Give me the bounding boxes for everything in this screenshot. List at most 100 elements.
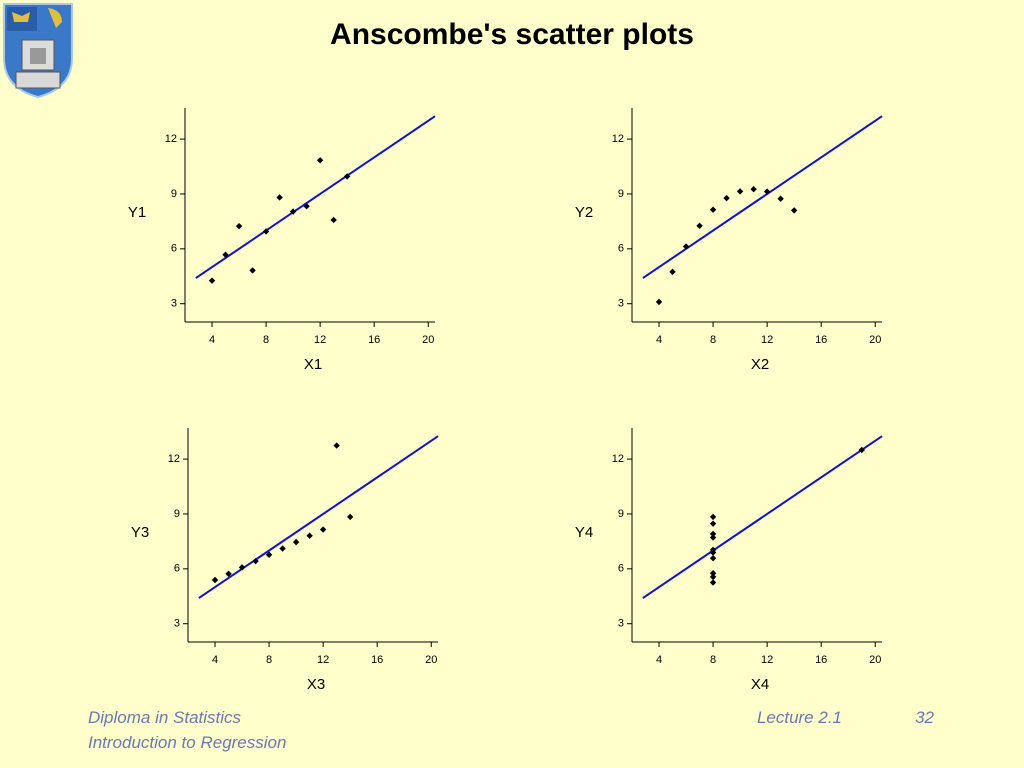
crest-logo (3, 3, 73, 99)
data-point (346, 513, 354, 521)
y-tick-label: 9 (171, 188, 177, 200)
data-point (333, 442, 340, 449)
y-axis-label: Y4 (575, 524, 593, 541)
data-point (343, 173, 351, 180)
scatter-panel: 3 6 9 12 4 8 12 16 20 X2 Y2 (575, 108, 883, 373)
x-tick-label: 8 (263, 334, 269, 346)
data-point (222, 251, 229, 258)
data-point (669, 268, 676, 276)
data-point (736, 188, 744, 195)
data-point (225, 570, 232, 577)
x-axis-label: X1 (304, 356, 322, 373)
x-tick-label: 8 (710, 654, 716, 666)
data-point (319, 526, 327, 533)
data-point (279, 545, 286, 552)
y-tick-label: 6 (618, 563, 624, 575)
x-tick-label: 20 (869, 334, 881, 346)
data-point (235, 222, 243, 230)
x-tick-label: 4 (209, 334, 215, 346)
data-point (790, 207, 798, 214)
data-point (709, 520, 717, 527)
x-tick-label: 12 (761, 334, 773, 346)
x-tick-label: 12 (317, 654, 329, 666)
data-point (709, 549, 717, 556)
scatter-panel: 3 6 9 12 4 8 12 16 20 X3 Y3 (131, 428, 439, 693)
x-tick-label: 8 (266, 654, 272, 666)
data-point (696, 222, 703, 229)
x-axis-label: X3 (307, 676, 325, 693)
data-point (709, 534, 717, 541)
y-tick-label: 6 (171, 243, 177, 255)
x-tick-label: 16 (815, 654, 827, 666)
x-tick-label: 12 (761, 654, 773, 666)
data-point (262, 228, 270, 235)
x-tick-label: 16 (371, 654, 383, 666)
slide-title: Anscombe's scatter plots (330, 18, 694, 51)
y-tick-label: 3 (618, 298, 624, 310)
y-tick-label: 3 (618, 618, 624, 630)
data-point (330, 216, 337, 224)
y-tick-label: 12 (612, 133, 624, 145)
data-point (682, 243, 690, 250)
data-point (723, 194, 730, 202)
y-axis-label: Y3 (131, 524, 149, 541)
data-point (709, 570, 717, 577)
fit-line (642, 435, 883, 599)
data-point (316, 157, 324, 164)
x-tick-label: 12 (314, 334, 326, 346)
fit-line (198, 435, 439, 599)
data-point (276, 194, 283, 201)
footer-topic: Introduction to Regression (88, 733, 286, 752)
fit-line (195, 115, 436, 279)
data-point (306, 532, 313, 539)
x-tick-label: 20 (425, 654, 437, 666)
x-axis-label: X2 (751, 356, 769, 373)
x-tick-label: 16 (368, 334, 380, 346)
y-tick-label: 3 (171, 298, 177, 310)
data-point (763, 188, 771, 195)
y-tick-label: 3 (174, 618, 180, 630)
x-tick-label: 4 (212, 654, 218, 666)
footer-lecture: Lecture 2.1 (757, 708, 842, 727)
data-point (252, 557, 259, 565)
data-point (777, 195, 784, 202)
y-axis-label: Y2 (575, 204, 593, 221)
x-tick-label: 4 (656, 334, 662, 346)
footer-page: 32 (915, 708, 934, 727)
data-point (289, 208, 297, 215)
data-point (265, 551, 273, 558)
data-point (709, 513, 717, 521)
data-point (750, 186, 757, 193)
y-tick-label: 9 (618, 508, 624, 520)
data-point (709, 206, 717, 213)
fit-line (642, 115, 883, 279)
y-tick-label: 9 (618, 188, 624, 200)
data-point (292, 538, 300, 546)
y-tick-label: 12 (612, 453, 624, 465)
x-axis-label: X4 (751, 676, 769, 693)
data-point (709, 530, 717, 538)
data-point (208, 277, 216, 284)
y-tick-label: 12 (168, 453, 180, 465)
data-point (655, 298, 663, 306)
scatter-panel: 3 6 9 12 4 8 12 16 20 X4 Y4 (575, 428, 883, 693)
y-tick-label: 12 (165, 133, 177, 145)
data-point (211, 576, 219, 584)
data-point (709, 555, 717, 562)
x-tick-label: 8 (710, 334, 716, 346)
data-point (303, 203, 310, 210)
data-point (858, 446, 865, 454)
scatter-panel: 3 6 9 12 4 8 12 16 20 X1 Y1 (128, 108, 436, 373)
x-tick-label: 16 (815, 334, 827, 346)
y-tick-label: 6 (174, 563, 180, 575)
data-point (709, 579, 717, 586)
y-tick-label: 6 (618, 243, 624, 255)
x-tick-label: 4 (656, 654, 662, 666)
x-tick-label: 20 (422, 334, 434, 346)
footer-course: Diploma in Statistics (88, 708, 242, 727)
data-point (709, 573, 717, 581)
y-tick-label: 9 (174, 508, 180, 520)
data-point (238, 564, 246, 571)
